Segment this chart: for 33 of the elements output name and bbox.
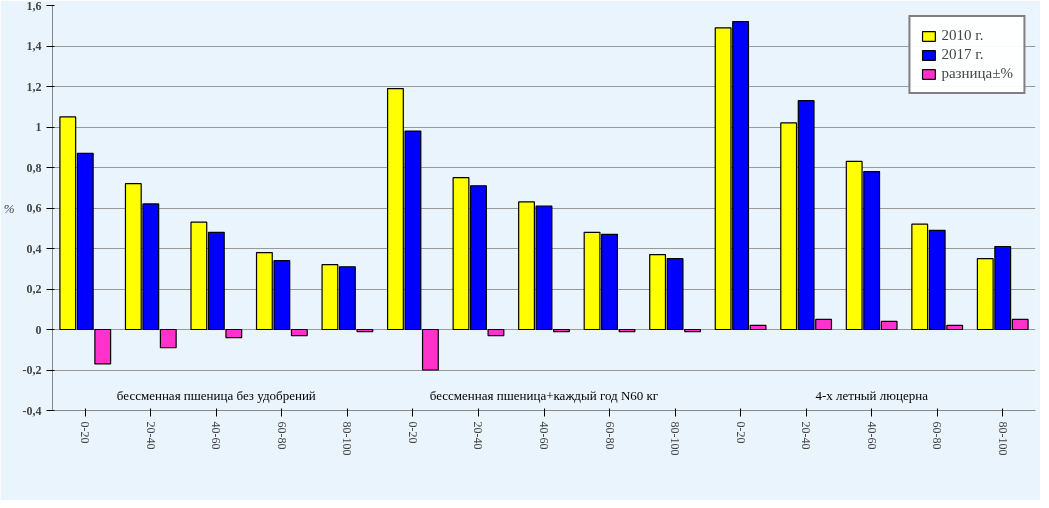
y-tick-label: 1 (35, 120, 42, 134)
annotation: бессменная пшеница+каждый год N60 кг (429, 387, 659, 403)
x-tick-label: 0-20 (405, 421, 420, 444)
y-tick-label: 0,2 (26, 282, 42, 296)
x-tick-label: 0-20 (78, 421, 93, 444)
x-tick-label: 60-80 (602, 421, 617, 450)
legend-label: 2010 г. (941, 27, 984, 44)
y-axis-title: % (3, 200, 15, 216)
x-tick-label: 80-100 (668, 421, 683, 456)
y-tick-label: -0,2 (22, 363, 42, 377)
legend-label: разница±% (941, 65, 1013, 82)
x-tick-label: 20-40 (799, 421, 814, 450)
x-tick-label: 0-20 (733, 421, 748, 444)
x-tick-label: 20-40 (143, 421, 158, 450)
y-tick-label: 1,6 (26, 0, 42, 13)
y-tick-label: 0,4 (26, 241, 42, 256)
x-tick-label: 20-40 (471, 421, 486, 450)
y-tick-label: 0,8 (26, 160, 42, 175)
x-tick-label: 80-100 (340, 421, 355, 456)
x-tick-label: 40-60 (537, 421, 551, 450)
x-tick-label: 40-60 (209, 421, 224, 450)
y-tick-label: 0,6 (26, 201, 42, 215)
annotation: 4-х летный люцерна (815, 387, 929, 403)
annotation: бессменная пшеница без удобрений (116, 387, 316, 403)
x-tick-label: 60-80 (274, 421, 289, 450)
x-tick-label: 40-60 (864, 421, 879, 450)
y-tick-label: 1,4 (26, 39, 42, 53)
x-tick-label: 60-80 (930, 421, 945, 450)
legend-label: 2017 г. (941, 46, 984, 63)
y-tick-label: 0 (35, 322, 42, 337)
y-tick-label: -0,4 (22, 403, 42, 418)
x-tick-label: 80-100 (995, 421, 1010, 456)
y-tick-label: 1,2 (26, 79, 42, 94)
